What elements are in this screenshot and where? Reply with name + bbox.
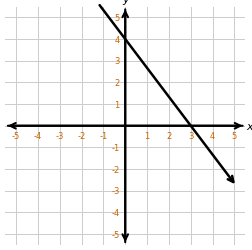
Text: y: y <box>121 0 128 5</box>
Text: -2: -2 <box>77 132 85 140</box>
Text: 2: 2 <box>166 132 171 140</box>
Text: -2: -2 <box>111 165 119 174</box>
Text: -5: -5 <box>111 230 119 239</box>
Text: 5: 5 <box>231 132 236 140</box>
Text: -4: -4 <box>34 132 42 140</box>
Text: 2: 2 <box>114 78 119 88</box>
Text: 4: 4 <box>209 132 214 140</box>
Text: -3: -3 <box>111 186 119 196</box>
Text: 5: 5 <box>114 14 119 23</box>
Text: -4: -4 <box>111 208 119 217</box>
Text: -1: -1 <box>111 143 119 152</box>
Text: 3: 3 <box>114 57 119 66</box>
Text: -1: -1 <box>99 132 107 140</box>
Text: -5: -5 <box>12 132 20 140</box>
Text: -3: -3 <box>55 132 64 140</box>
Text: 3: 3 <box>187 132 193 140</box>
Text: x: x <box>245 121 252 131</box>
Text: 1: 1 <box>114 100 119 109</box>
Text: 4: 4 <box>114 36 119 44</box>
Text: 1: 1 <box>144 132 149 140</box>
